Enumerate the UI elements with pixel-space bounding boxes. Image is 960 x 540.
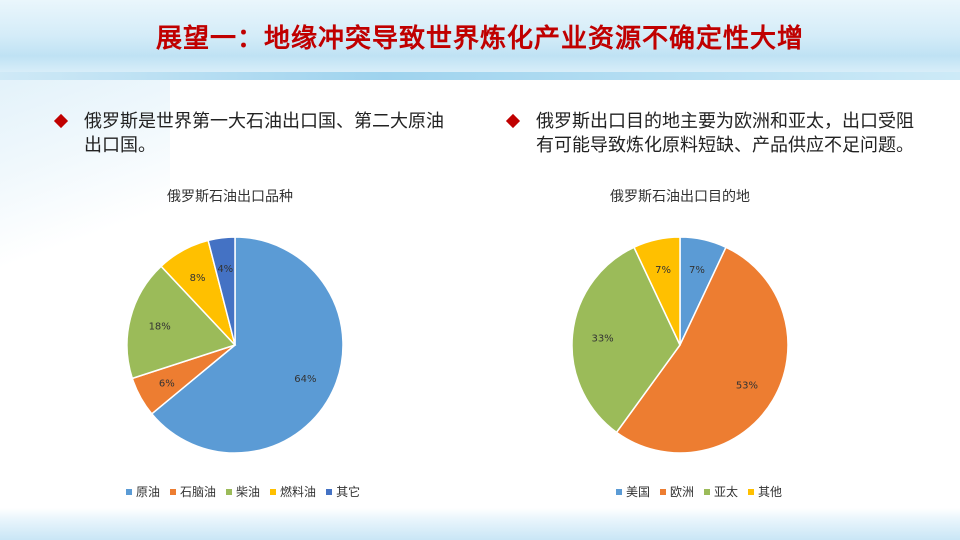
decorative-splash xyxy=(0,80,170,270)
chart-title-export-products: 俄罗斯石油出口品种 xyxy=(167,189,293,205)
pie-chart-export-destinations: 7% 53% 33% 7% xyxy=(571,236,789,454)
products-legend-label-0: 原油 xyxy=(136,485,161,499)
products-legend-swatch-1 xyxy=(170,488,177,495)
pie-chart-export-products: 64% 6% 18% 8% 4% xyxy=(126,236,344,454)
destinations-legend-item-2: 亚太 xyxy=(704,483,738,500)
header-band xyxy=(0,0,960,80)
bullet-left-text: 俄罗斯是世界第一大石油出口国、第二大原油出口国。 xyxy=(84,111,444,156)
destinations-legend-swatch-0 xyxy=(616,488,622,495)
destinations-slice-2 xyxy=(571,246,681,434)
products-data-label-3: 8% xyxy=(190,273,206,284)
destinations-legend-label-1: 欧洲 xyxy=(670,485,695,499)
destinations-legend-label-3: 其他 xyxy=(758,485,783,499)
products-slice-0 xyxy=(150,236,344,454)
destinations-data-label-2: 33% xyxy=(591,334,613,345)
destinations-legend-label-2: 亚太 xyxy=(714,485,739,499)
chart-title-export-destinations: 俄罗斯石油出口目的地 xyxy=(610,189,750,205)
destinations-legend-item-3: 其他 xyxy=(748,483,782,500)
destinations-legend-swatch-3 xyxy=(748,488,755,495)
products-legend-swatch-2 xyxy=(226,488,233,495)
destinations-legend-label-0: 美国 xyxy=(626,485,651,499)
products-legend-swatch-4 xyxy=(326,488,333,495)
products-data-label-0: 64% xyxy=(294,374,316,385)
products-legend-label-4: 其它 xyxy=(336,485,361,499)
products-legend-item-0: 原油 xyxy=(126,483,160,500)
products-legend-label-2: 柴油 xyxy=(236,485,261,499)
products-data-label-2: 18% xyxy=(149,322,171,333)
destinations-legend-item-1: 欧洲 xyxy=(660,483,694,500)
products-legend-item-4: 其它 xyxy=(326,483,360,500)
destinations-slice-1 xyxy=(615,246,789,454)
products-legend-label-1: 石脑油 xyxy=(180,485,217,499)
products-legend-label-3: 燃料油 xyxy=(280,485,317,499)
products-slice-2 xyxy=(126,265,237,380)
bullet-right: 俄罗斯出口目的地主要为欧洲和亚太，出口受阻有可能导致炼化原料短缺、产品供应不足问… xyxy=(505,110,928,158)
products-legend-item-3: 燃料油 xyxy=(270,483,316,500)
destinations-data-label-1: 53% xyxy=(736,381,758,392)
products-legend-item-2: 柴油 xyxy=(226,483,260,500)
products-data-label-4: 4% xyxy=(217,264,233,275)
products-slice-4 xyxy=(207,236,236,346)
bullet-right-text: 俄罗斯出口目的地主要为欧洲和亚太，出口受阻有可能导致炼化原料短缺、产品供应不足问… xyxy=(536,111,914,156)
destinations-data-label-3: 7% xyxy=(655,265,671,276)
destinations-legend-item-0: 美国 xyxy=(616,483,650,500)
destinations-legend-swatch-1 xyxy=(660,488,667,495)
products-legend-swatch-0 xyxy=(126,488,132,495)
legend-export-products: 原油 石脑油 柴油 燃料油 其它 xyxy=(126,483,360,500)
footer-band xyxy=(0,508,960,540)
header-stripe xyxy=(0,72,960,80)
products-legend-swatch-3 xyxy=(270,488,277,495)
bullet-left: 俄罗斯是世界第一大石油出口国、第二大原油出口国。 xyxy=(53,110,456,158)
products-data-label-1: 6% xyxy=(159,378,175,389)
destinations-slice-3 xyxy=(633,236,681,346)
destinations-legend-swatch-2 xyxy=(704,488,711,495)
products-legend-item-1: 石脑油 xyxy=(170,483,216,500)
destinations-data-label-0: 7% xyxy=(689,265,705,276)
legend-export-destinations: 美国 欧洲 亚太 其他 xyxy=(616,483,782,500)
page-title: 展望一：地缘冲突导致世界炼化产业资源不确定性大增 xyxy=(155,24,804,54)
